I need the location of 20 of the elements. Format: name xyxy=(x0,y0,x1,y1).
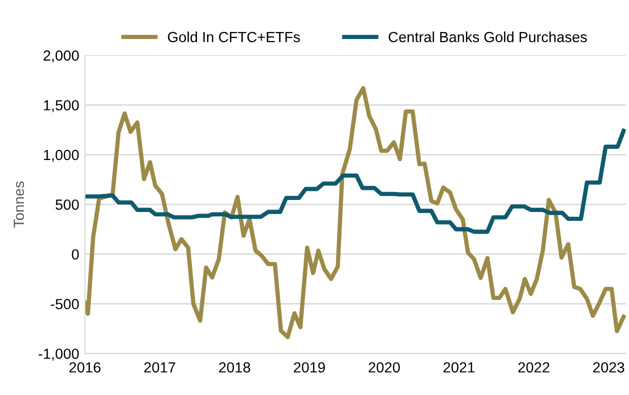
y-tick-label: 500 xyxy=(56,200,79,210)
x-tick-label: 2017 xyxy=(144,362,176,373)
x-tick-label: 2021 xyxy=(444,362,475,373)
legend-label: Gold In CFTC+ETFs xyxy=(168,31,300,42)
y-tick-label: -1,000 xyxy=(38,348,79,361)
y-tick-label: 1,500 xyxy=(44,100,79,112)
x-tick-label: 2016 xyxy=(69,362,100,373)
x-tick-label: 2022 xyxy=(518,362,550,373)
y-tick-label: 0 xyxy=(72,249,79,260)
x-tick-label: 2018 xyxy=(219,362,250,373)
x-tick-label: 2023 xyxy=(593,362,624,373)
y-tick-label: 1,000 xyxy=(44,150,79,162)
line-series xyxy=(84,128,626,234)
y-tick-label: -500 xyxy=(50,298,79,310)
y-tick-label: 2,000 xyxy=(44,50,79,62)
x-tick-label: 2020 xyxy=(368,362,400,373)
y-axis-title: Tonnes xyxy=(14,181,24,228)
x-tick-label: 2019 xyxy=(294,362,325,373)
legend-label: Central Banks Gold Purchases xyxy=(388,31,587,42)
line-series xyxy=(84,86,626,340)
